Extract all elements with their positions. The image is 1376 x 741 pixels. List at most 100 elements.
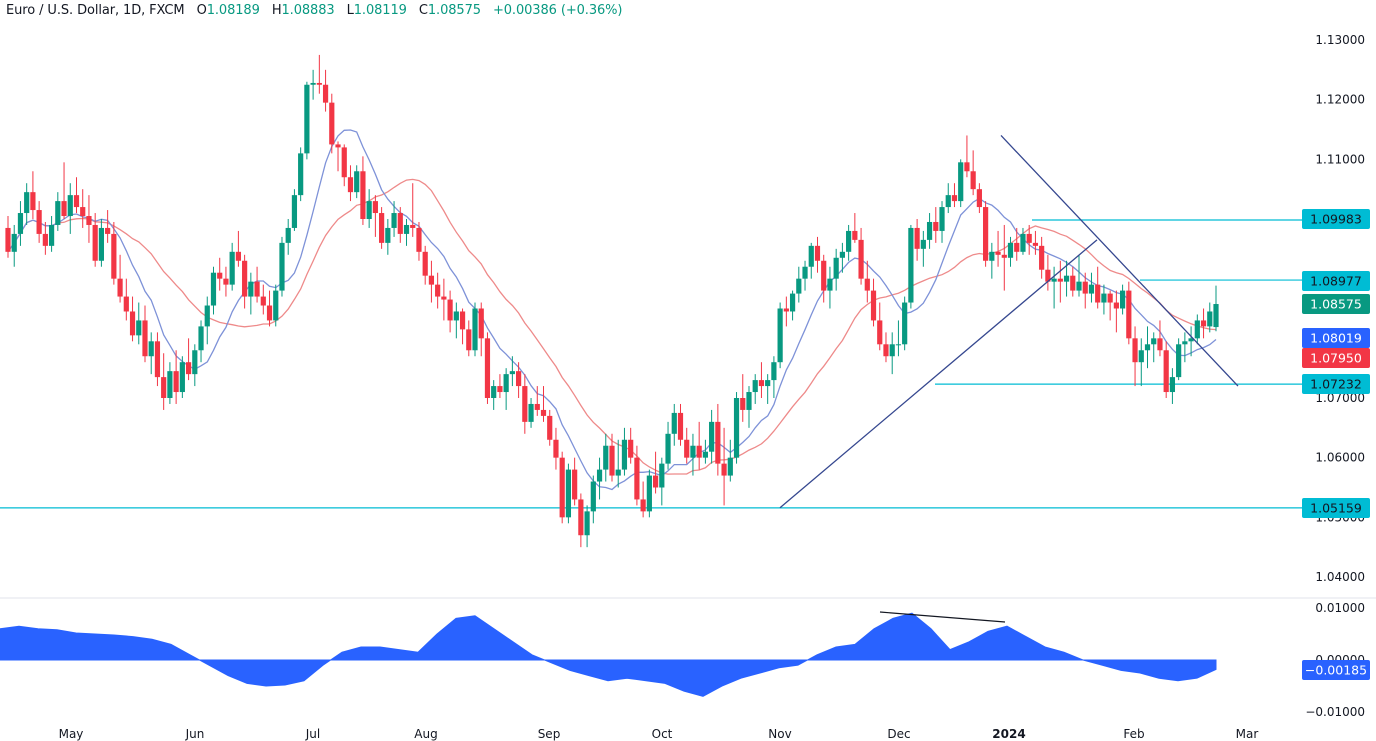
candlestick-series (5, 54, 1219, 548)
candle-up (310, 82, 316, 85)
candle-down (684, 439, 690, 458)
candle-down (254, 281, 260, 297)
price-tick-label: 1.12000 (1315, 93, 1365, 107)
candle-down (142, 320, 148, 357)
candle-down (821, 260, 827, 291)
time-label-nov: Nov (768, 727, 791, 741)
candle-down (559, 457, 565, 518)
candle-up (1144, 344, 1151, 351)
price-tags: 1.09983 1.08977 1.08575 1.08019 1.07950 1.072… (1302, 209, 1370, 680)
candle-down (814, 245, 821, 261)
price-tag-level: 1.08977 (1302, 271, 1370, 291)
candle-down (1057, 278, 1063, 282)
candle-down (515, 371, 522, 387)
candle-down (951, 195, 958, 202)
candle-down (105, 227, 111, 234)
time-label-oct: Oct (652, 727, 673, 741)
candle-down (478, 308, 484, 339)
candle-down (86, 216, 92, 225)
candle-down (964, 162, 970, 172)
time-label-may: May (59, 727, 84, 741)
candle-up (590, 481, 596, 512)
candle-down (1045, 269, 1051, 282)
candle-down (652, 475, 659, 488)
candle-down (758, 380, 765, 387)
candle-down (540, 409, 547, 416)
candle-down (260, 296, 266, 306)
candle-up (958, 162, 964, 202)
time-label-2024: 2024 (992, 727, 1025, 741)
candle-up (939, 207, 945, 231)
candle-up (796, 278, 802, 294)
candle-up (827, 278, 833, 291)
candle-up (746, 392, 752, 410)
indicator-value-tag-bg (1302, 660, 1370, 680)
candle-down (185, 362, 192, 375)
time-axis[interactable]: May Jun Jul Aug Sep Oct Nov Dec 2024 Feb Mar (59, 727, 1259, 741)
price-tag-level-bg (1302, 498, 1370, 518)
candle-down (335, 144, 341, 148)
candle-up (148, 341, 154, 357)
candle-up (671, 412, 677, 434)
rising-trendline[interactable] (779, 239, 1098, 509)
candle-down (441, 296, 447, 300)
price-tick-label: 1.06000 (1315, 451, 1365, 465)
candle-up (528, 403, 534, 422)
candle-up (403, 224, 410, 234)
high-label: H (271, 3, 282, 18)
price-tick-label: 1.04000 (1315, 570, 1365, 584)
candle-down (154, 341, 161, 378)
candle-down (1132, 338, 1138, 363)
candle-up (279, 242, 285, 291)
candle-down (1095, 284, 1101, 303)
candle-down (1014, 242, 1020, 252)
candle-up (291, 195, 298, 228)
price-tag-ma-fast: 1.08019 (1302, 328, 1370, 348)
candle-down (1032, 242, 1039, 246)
candle-down (80, 207, 86, 217)
candle-down (1126, 290, 1132, 339)
candle-down (73, 195, 80, 208)
candle-down (42, 233, 48, 246)
divergence-line[interactable] (879, 611, 1006, 623)
price-tag-ma-fast-bg (1302, 328, 1370, 348)
close-label: C (418, 3, 428, 18)
candle-down (914, 227, 920, 249)
candle-up (17, 213, 24, 234)
candle-up (1007, 242, 1014, 258)
candle-up (889, 344, 895, 357)
candle-up (509, 371, 515, 375)
candle-down (1200, 320, 1207, 327)
candle-down (36, 210, 42, 234)
candle-down (372, 201, 378, 214)
candle-up (366, 201, 372, 219)
price-tag-level-text: 1.07232 (1310, 377, 1362, 392)
fast-ma-line (7, 129, 1217, 491)
price-tag-level: 1.05159 (1302, 498, 1370, 518)
candle-up (1119, 290, 1126, 309)
trendlines[interactable] (779, 135, 1239, 509)
falling-trendline[interactable] (1000, 135, 1239, 387)
candle-up (690, 445, 696, 458)
candle-down (547, 415, 553, 440)
candle-down (877, 320, 883, 345)
time-label-sep: Sep (538, 727, 561, 741)
candle-down (422, 251, 428, 276)
candle-down (864, 278, 870, 291)
price-tag-level: 1.07232 (1302, 374, 1370, 394)
candle-up (285, 227, 291, 243)
candle-up (603, 445, 609, 470)
price-tick-label: 1.11000 (1315, 152, 1365, 166)
candle-down (578, 499, 584, 536)
candle-up (179, 362, 185, 393)
candle-down (721, 463, 727, 476)
change-value: +0.00386 (+0.36%) (492, 3, 623, 18)
candle-down (111, 233, 117, 279)
candle-up (1169, 377, 1176, 393)
candle-down (1157, 338, 1163, 351)
oscillator-pane (0, 611, 1217, 697)
candle-up (839, 251, 845, 258)
price-tick-label: 1.13000 (1315, 33, 1365, 47)
candle-up (136, 320, 142, 336)
